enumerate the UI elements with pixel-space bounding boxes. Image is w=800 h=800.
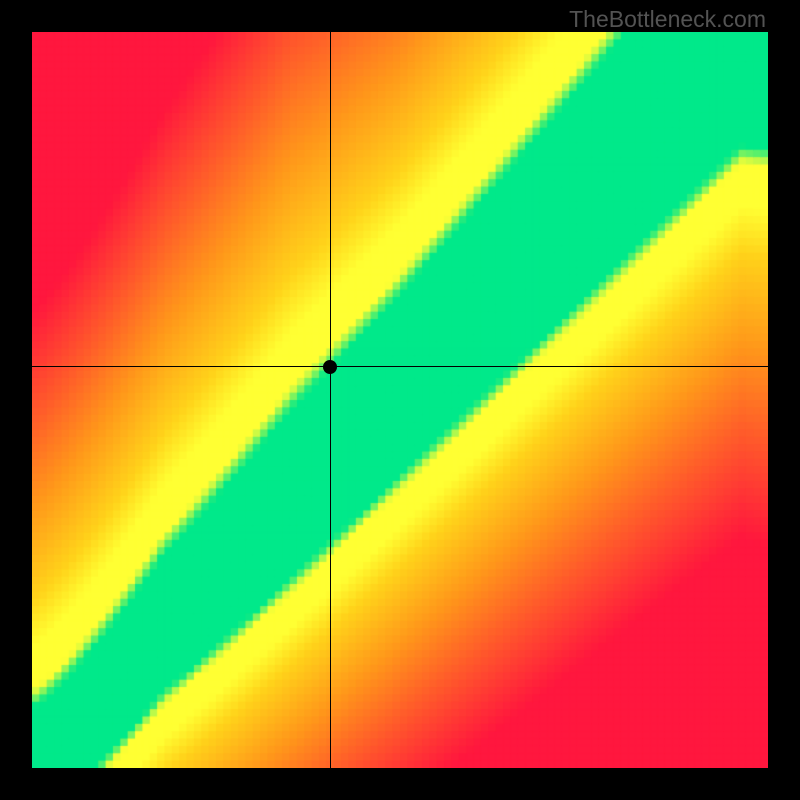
crosshair-vertical bbox=[330, 32, 331, 768]
watermark-text: TheBottleneck.com bbox=[569, 6, 766, 33]
heatmap-canvas bbox=[32, 32, 768, 768]
data-point bbox=[323, 360, 337, 374]
crosshair-horizontal bbox=[32, 366, 768, 367]
chart-frame: TheBottleneck.com bbox=[0, 0, 800, 800]
